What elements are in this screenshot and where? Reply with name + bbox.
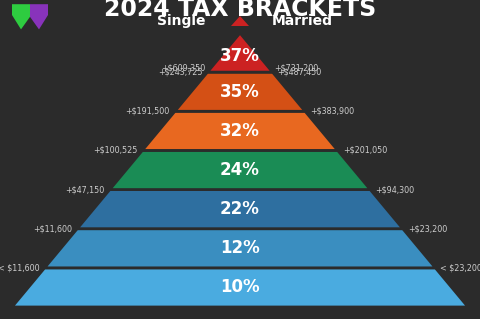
Text: +$243,725: +$243,725	[158, 68, 203, 77]
Text: +$201,050: +$201,050	[343, 146, 387, 155]
Text: < $11,600: < $11,600	[0, 263, 39, 272]
Text: 32%: 32%	[220, 122, 260, 140]
Text: +$731,200: +$731,200	[274, 64, 319, 73]
Polygon shape	[110, 151, 370, 189]
Polygon shape	[12, 4, 30, 29]
Text: +$11,600: +$11,600	[33, 224, 72, 233]
Text: +$47,150: +$47,150	[65, 185, 105, 194]
Text: +$609,350: +$609,350	[161, 64, 206, 73]
Polygon shape	[207, 33, 273, 72]
Text: 35%: 35%	[220, 83, 260, 101]
Text: +$23,200: +$23,200	[408, 224, 447, 233]
Polygon shape	[12, 268, 468, 307]
Text: +$100,525: +$100,525	[93, 146, 137, 155]
Polygon shape	[45, 229, 435, 268]
Polygon shape	[231, 16, 249, 26]
Polygon shape	[77, 189, 403, 229]
Text: Married: Married	[272, 14, 333, 28]
Text: Single: Single	[156, 14, 205, 28]
Text: 22%: 22%	[220, 200, 260, 218]
Text: +$487,450: +$487,450	[277, 68, 322, 77]
Text: < $23,200: < $23,200	[441, 263, 480, 272]
Text: +$383,900: +$383,900	[310, 107, 354, 116]
Polygon shape	[175, 72, 305, 111]
Text: 24%: 24%	[220, 161, 260, 179]
Text: 10%: 10%	[220, 278, 260, 296]
Text: +$191,500: +$191,500	[126, 107, 170, 116]
Text: +$94,300: +$94,300	[375, 185, 414, 194]
Polygon shape	[30, 4, 48, 29]
Text: 2024 TAX BRACKETS: 2024 TAX BRACKETS	[104, 0, 376, 21]
Polygon shape	[142, 111, 338, 151]
Text: 12%: 12%	[220, 239, 260, 257]
Text: 37%: 37%	[220, 48, 260, 65]
